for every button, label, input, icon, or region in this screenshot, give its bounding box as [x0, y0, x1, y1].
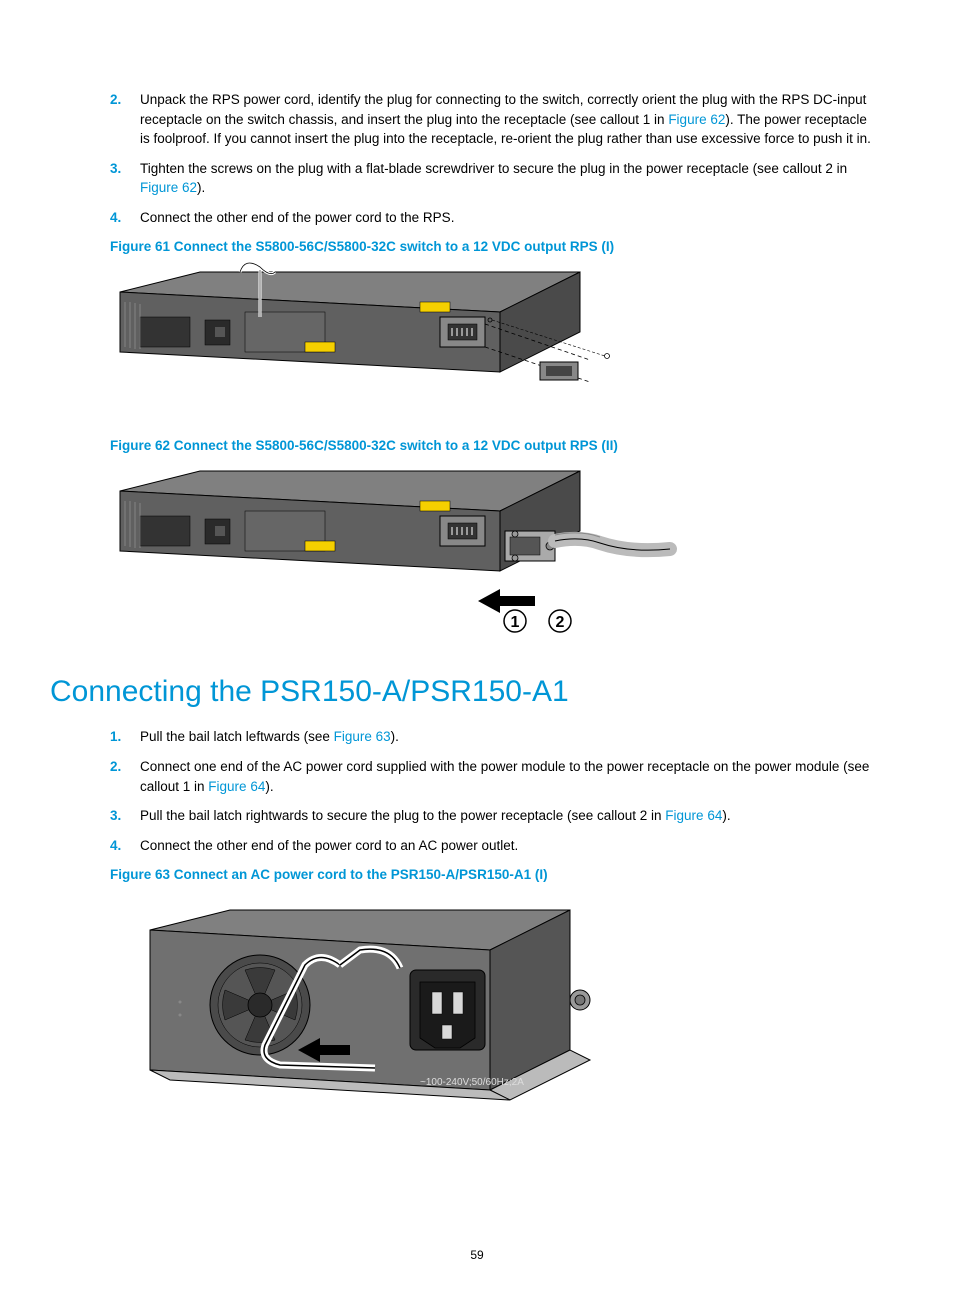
figure-link[interactable]: Figure 64: [665, 808, 722, 823]
figure-61-caption: Figure 61 Connect the S5800-56C/S5800-32…: [100, 239, 874, 254]
step-item: 3.Pull the bail latch rightwards to secu…: [100, 806, 874, 826]
step-text: Pull the bail latch rightwards to secure…: [140, 806, 874, 826]
step-text: Pull the bail latch leftwards (see Figur…: [140, 727, 874, 747]
step-text: Tighten the screws on the plug with a fl…: [140, 159, 874, 198]
step-item: 4.Connect the other end of the power cor…: [100, 208, 874, 228]
step-number: 4.: [100, 208, 140, 228]
step-item: 3.Tighten the screws on the plug with a …: [100, 159, 874, 198]
figure-63-image: ~100-240V;50/60Hz;2A: [110, 890, 874, 1120]
step-text: Unpack the RPS power cord, identify the …: [140, 90, 874, 149]
svg-text:~100-240V;50/60Hz;2A: ~100-240V;50/60Hz;2A: [420, 1077, 524, 1088]
step-number: 3.: [100, 806, 140, 826]
step-number: 3.: [100, 159, 140, 198]
step-list-2: 1.Pull the bail latch leftwards (see Fig…: [100, 727, 874, 855]
step-number: 1.: [100, 727, 140, 747]
step-item: 2.Connect one end of the AC power cord s…: [100, 757, 874, 796]
figure-link[interactable]: Figure 62: [668, 112, 725, 127]
step-number: 2.: [100, 757, 140, 796]
figure-61-image: [110, 262, 874, 422]
svg-text:1: 1: [511, 614, 520, 631]
step-number: 4.: [100, 836, 140, 856]
figure-link[interactable]: Figure 64: [208, 779, 265, 794]
step-item: 2.Unpack the RPS power cord, identify th…: [100, 90, 874, 149]
step-item: 4.Connect the other end of the power cor…: [100, 836, 874, 856]
svg-text:2: 2: [556, 614, 565, 631]
figure-link[interactable]: Figure 63: [334, 729, 391, 744]
figure-62-image: 1 2: [110, 461, 874, 651]
figure-63-caption: Figure 63 Connect an AC power cord to th…: [100, 867, 874, 882]
step-text: Connect the other end of the power cord …: [140, 208, 874, 228]
step-number: 2.: [100, 90, 140, 149]
figure-link[interactable]: Figure 62: [140, 180, 197, 195]
step-list-1: 2.Unpack the RPS power cord, identify th…: [100, 90, 874, 227]
step-text: Connect the other end of the power cord …: [140, 836, 874, 856]
section-heading: Connecting the PSR150-A/PSR150-A1: [50, 675, 874, 709]
step-item: 1.Pull the bail latch leftwards (see Fig…: [100, 727, 874, 747]
step-text: Connect one end of the AC power cord sup…: [140, 757, 874, 796]
figure-62-caption: Figure 62 Connect the S5800-56C/S5800-32…: [100, 438, 874, 453]
page-number: 59: [0, 1248, 954, 1262]
